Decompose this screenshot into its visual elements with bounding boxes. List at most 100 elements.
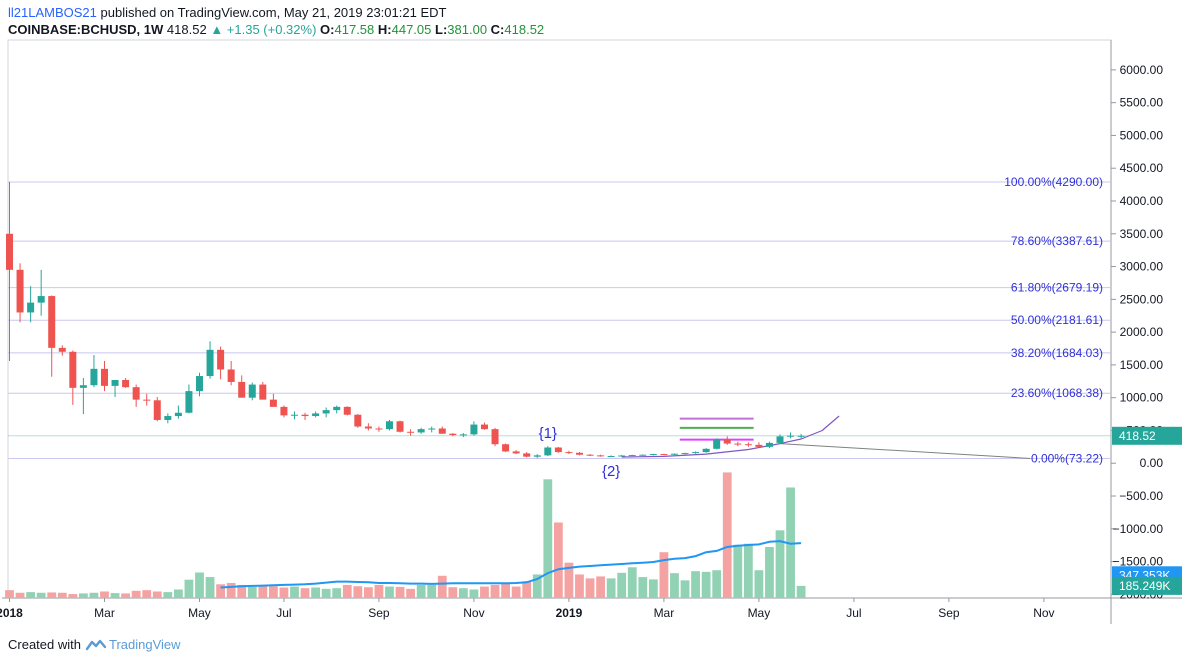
volume-bar — [490, 584, 500, 598]
symbol-name: COINBASE:BCHUSD, 1W — [8, 22, 164, 37]
volume-bar — [754, 570, 764, 598]
price-tick-label: 4000.00 — [1120, 194, 1164, 208]
candle-body — [322, 410, 330, 414]
tradingview-brand[interactable]: TradingView — [108, 637, 181, 652]
candle-body — [122, 379, 130, 388]
volume-bar — [775, 530, 785, 598]
candle-body — [227, 369, 235, 382]
candle-body — [723, 439, 731, 444]
candle-body — [385, 421, 393, 430]
volume-bar — [416, 584, 426, 598]
volume-bar — [342, 584, 352, 598]
volume-bar — [532, 574, 542, 598]
volume-bar — [311, 587, 320, 598]
publish-info: ll21LAMBOS21 published on TradingView.co… — [8, 5, 446, 20]
price-tick-label: 2500.00 — [1120, 292, 1164, 306]
price-tick-label: 3000.00 — [1120, 260, 1164, 274]
candle-body — [765, 442, 773, 447]
parabolic-curve[interactable] — [621, 415, 840, 458]
volume-bar — [279, 587, 289, 598]
plot-area[interactable] — [7, 39, 1112, 599]
candle-body — [195, 376, 203, 392]
volume-bar — [701, 571, 711, 598]
candle-body — [459, 434, 467, 436]
price-tick-label: 2000.00 — [1120, 325, 1164, 339]
price-tick-label: 1000.00 — [1120, 391, 1164, 405]
volume-bar — [501, 583, 510, 598]
candle-body — [301, 414, 309, 417]
volume-bar — [427, 584, 437, 598]
volume-bar — [575, 574, 584, 598]
time-tick-label: May — [188, 606, 211, 620]
trend-line[interactable] — [779, 443, 1031, 459]
candle-body — [269, 399, 277, 407]
candle-body — [597, 455, 605, 457]
open-label: O: — [320, 22, 335, 37]
volume-bar — [247, 586, 257, 598]
candle-body — [58, 347, 66, 352]
volume-ma-line — [220, 540, 802, 589]
fib-level-label: 23.60%(1068.38) — [1011, 386, 1103, 400]
candle-body — [670, 453, 678, 455]
candle-body — [6, 233, 13, 270]
volume-bar — [131, 590, 141, 598]
candle-body — [628, 455, 636, 457]
volume-bar — [205, 577, 215, 598]
candle-body — [48, 296, 56, 348]
candle-body — [702, 448, 710, 453]
candle-body — [343, 406, 351, 415]
candle-body — [37, 296, 45, 303]
candle-body — [290, 414, 298, 416]
volume-bar — [733, 544, 743, 598]
volume-bar — [458, 588, 468, 598]
volume-bar — [543, 479, 553, 598]
candle-body — [649, 454, 657, 456]
candle-body — [438, 428, 446, 434]
volume-bar — [163, 592, 173, 598]
axis-tag-text: 185.249K — [1119, 579, 1170, 593]
time-tick-label: Jul — [276, 606, 291, 620]
volume-bar — [448, 587, 458, 598]
candle-body — [713, 439, 721, 449]
candle-body — [787, 435, 795, 437]
volume-bar — [363, 587, 373, 598]
candle-body — [217, 349, 225, 370]
axis-tag-bg — [1112, 426, 1182, 445]
volume-bar — [152, 591, 162, 598]
candle-body — [449, 433, 457, 436]
author-link[interactable]: ll21LAMBOS21 — [8, 5, 97, 20]
candle-body — [544, 447, 552, 456]
volume-bar — [110, 593, 120, 598]
candle-body — [797, 435, 805, 437]
candle-body — [100, 368, 108, 386]
volume-bar — [121, 593, 131, 598]
volume-bar — [5, 590, 14, 598]
candle-body — [312, 413, 320, 417]
price-tick-label: 6000.00 — [1120, 63, 1164, 77]
candle-body — [681, 453, 689, 455]
volume-bar — [712, 570, 722, 598]
low-value: 381.00 — [447, 22, 488, 37]
candle-body — [153, 400, 161, 420]
volume-bar — [57, 592, 67, 598]
candle-body — [206, 349, 214, 377]
time-tick-label: Sep — [938, 606, 960, 620]
last-price-tag: 418.52 — [1112, 426, 1182, 445]
time-axis[interactable]: 2018 Mar May Jul Sep Nov 2019 Mar May Jul Sep Nov — [0, 598, 1055, 620]
close-label: C: — [490, 22, 505, 37]
candle-body — [554, 447, 562, 453]
volume-bar — [385, 586, 394, 598]
close-value: 418.52 — [504, 22, 545, 37]
price-tick-label: 5000.00 — [1120, 128, 1164, 142]
volume-bar — [237, 584, 247, 598]
volume-bar — [406, 588, 415, 598]
price-axis[interactable]: 6000.00 5500.00 5000.00 4500.00 4000.00 3500.… — [1111, 63, 1163, 601]
wave-label: {2} — [602, 463, 620, 480]
volume-bar — [670, 573, 679, 598]
candle-body — [259, 384, 267, 400]
volume-bar — [142, 590, 152, 598]
volume-bar — [290, 586, 299, 598]
fibonacci-retracement[interactable]: 100.00%(4290.00) 78.60%(3387.61) 61.80%(26… — [8, 175, 1111, 465]
volume-bar — [216, 584, 225, 598]
